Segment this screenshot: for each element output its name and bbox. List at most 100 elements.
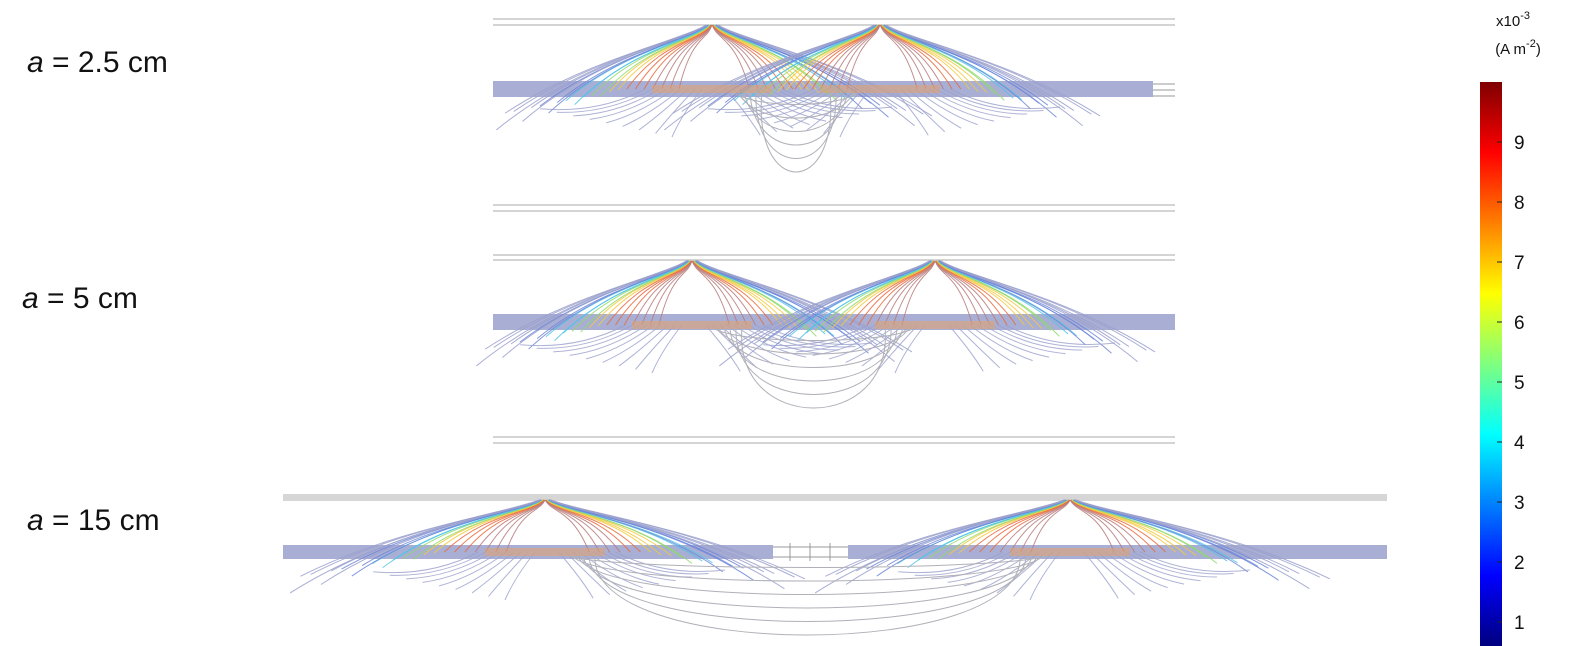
field-line — [907, 88, 962, 129]
field-line — [963, 551, 1033, 587]
field-line — [757, 88, 835, 120]
field-line — [573, 88, 660, 117]
field-line — [990, 324, 1083, 351]
field-line — [579, 551, 643, 589]
field-line — [996, 551, 1047, 594]
field-line — [474, 499, 545, 553]
plate-current-band — [820, 85, 940, 93]
field-line — [556, 88, 653, 113]
field-line — [641, 260, 692, 326]
field-loop — [588, 553, 1027, 622]
colorbar-tick-label: 6 — [1514, 313, 1525, 334]
field-line — [845, 324, 905, 363]
field-line — [1139, 551, 1251, 572]
field-line — [691, 260, 739, 326]
field-line — [928, 88, 1011, 119]
field-line — [649, 260, 693, 326]
field-line — [1125, 551, 1218, 578]
field-line — [880, 24, 944, 90]
field-line — [602, 324, 662, 363]
field-line — [884, 260, 935, 326]
field-line — [948, 324, 984, 372]
field-line — [955, 324, 1001, 369]
field-line — [536, 324, 633, 349]
field-line — [1004, 324, 1116, 345]
field-line — [622, 88, 682, 127]
field-line — [949, 88, 1061, 109]
field-line — [894, 324, 926, 374]
panel-3-field-lines — [289, 499, 1331, 636]
field-line — [708, 88, 814, 111]
field-line — [697, 260, 913, 353]
colorbar-multiplier: x10-3 — [1496, 10, 1530, 30]
field-line — [761, 324, 873, 345]
field-line — [828, 324, 898, 360]
field-line — [614, 551, 726, 572]
field-line — [504, 551, 536, 601]
field-line — [790, 88, 850, 127]
field-line — [1069, 499, 1115, 553]
field-line — [1020, 499, 1071, 553]
colorbar-tick-label: 3 — [1514, 493, 1525, 514]
field-line — [1097, 551, 1152, 592]
colorbar-tick-label: 1 — [1514, 613, 1525, 634]
panel-label-1: a = 2.5 cm — [27, 46, 168, 79]
field-line — [607, 551, 709, 575]
plate-current-band — [632, 321, 752, 329]
field-line — [747, 324, 840, 351]
field-loop — [582, 553, 1033, 609]
field-line — [605, 88, 675, 124]
field-line — [934, 260, 973, 326]
field-line — [438, 551, 508, 587]
field-line — [940, 260, 1156, 353]
field-line — [669, 24, 713, 90]
field-line — [796, 324, 883, 353]
colorbar-tick-label: 5 — [1514, 373, 1525, 394]
field-line — [781, 88, 893, 109]
field-loop — [735, 326, 892, 395]
field-loop — [755, 90, 837, 159]
field-line — [885, 24, 1101, 117]
field-line — [545, 499, 621, 553]
field-line — [585, 324, 655, 360]
field-line — [969, 324, 1033, 362]
field-line — [846, 24, 881, 90]
field-line — [1069, 499, 1125, 553]
field-line — [638, 88, 689, 131]
field-line — [1075, 499, 1331, 580]
field-line — [773, 88, 843, 124]
field-loop — [737, 90, 855, 119]
field-loop — [741, 326, 886, 409]
field-line — [763, 324, 869, 347]
field-loop — [760, 90, 832, 173]
field-line — [892, 260, 936, 326]
colorbar-ticks: 1 2 3 4 5 6 7 8 9 — [1497, 133, 1525, 634]
field-line — [661, 24, 712, 90]
field-line — [739, 88, 794, 129]
field-line — [553, 324, 640, 353]
field-line — [814, 499, 1065, 594]
field-line — [505, 499, 546, 553]
field-line — [829, 24, 880, 90]
field-line — [935, 88, 1028, 115]
field-line — [980, 551, 1040, 590]
field-line — [719, 260, 930, 367]
field-line — [1013, 551, 1054, 597]
field-line — [879, 24, 927, 90]
field-line — [1070, 499, 1146, 553]
field-line — [931, 551, 1018, 580]
field-line — [753, 88, 827, 122]
field-line — [914, 551, 1011, 576]
field-line — [618, 324, 669, 367]
field-line — [976, 324, 1050, 358]
field-loop — [570, 553, 1045, 582]
field-line — [839, 88, 871, 138]
plate-current-band — [875, 321, 995, 329]
colorbar-tick-label: 4 — [1514, 433, 1525, 454]
field-loop — [594, 553, 1021, 636]
field-line — [476, 260, 687, 367]
colorbar-tick-label: 9 — [1514, 133, 1525, 154]
field-line — [593, 551, 676, 582]
field-line — [1010, 499, 1070, 553]
